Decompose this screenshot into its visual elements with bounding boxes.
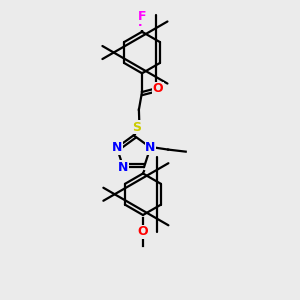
Text: S: S xyxy=(132,121,141,134)
Text: N: N xyxy=(118,161,128,174)
Text: F: F xyxy=(138,10,146,23)
Text: O: O xyxy=(153,82,164,95)
Text: N: N xyxy=(112,141,122,154)
Text: N: N xyxy=(145,141,156,154)
Text: O: O xyxy=(138,225,148,238)
Text: F: F xyxy=(138,16,146,29)
